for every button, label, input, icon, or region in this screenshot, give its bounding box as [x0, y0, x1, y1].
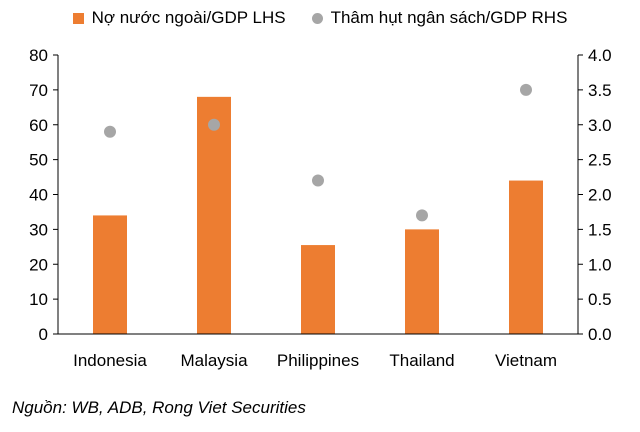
right-tick-label: 3.0 [588, 116, 612, 135]
bar-indonesia [93, 215, 127, 334]
dot-malaysia [208, 118, 220, 131]
left-tick-label: 10 [29, 290, 48, 309]
right-tick-label: 1.5 [588, 220, 612, 239]
legend-item-dot-series: Thâm hụt ngân sách/GDP RHS [311, 8, 568, 28]
left-tick-label: 30 [29, 220, 48, 239]
bar-thailand [405, 229, 439, 334]
left-tick-label: 40 [29, 186, 48, 205]
legend-bar-swatch [72, 12, 84, 24]
right-tick-label: 0.5 [588, 290, 612, 309]
dot-indonesia [104, 125, 116, 138]
left-tick-label: 60 [29, 116, 48, 135]
legend-dot-label: Thâm hụt ngân sách/GDP RHS [330, 8, 568, 27]
dot-vietnam [520, 83, 532, 96]
x-tick-label: Malaysia [180, 351, 248, 370]
legend-bar-label: Nợ nước ngoài/GDP LHS [91, 8, 286, 27]
left-tick-label: 20 [29, 255, 48, 274]
right-tick-label: 2.0 [588, 186, 612, 205]
left-tick-label: 0 [39, 325, 48, 344]
x-tick-label: Vietnam [495, 351, 557, 370]
dot-thailand [416, 209, 428, 222]
x-tick-label: Philippines [277, 351, 359, 370]
right-tick-label: 0.0 [588, 325, 612, 344]
left-tick-label: 70 [29, 81, 48, 100]
right-tick-label: 1.0 [588, 255, 612, 274]
right-tick-label: 4.0 [588, 46, 612, 65]
bar-vietnam [509, 180, 543, 334]
right-tick-label: 3.5 [588, 81, 612, 100]
x-tick-label: Indonesia [73, 351, 147, 370]
legend: Nợ nước ngoài/GDP LHS Thâm hụt ngân sách… [0, 8, 640, 28]
bar-malaysia [197, 96, 231, 334]
source-note: Nguồn: WB, ADB, Rong Viet Securities [12, 398, 306, 417]
left-tick-label: 50 [29, 151, 48, 170]
dot-philippines [312, 174, 324, 187]
legend-item-bar-series: Nợ nước ngoài/GDP LHS [72, 8, 286, 28]
x-tick-label: Thailand [389, 351, 454, 370]
bar-philippines [301, 245, 335, 334]
right-tick-label: 2.5 [588, 151, 612, 170]
left-tick-label: 80 [29, 46, 48, 65]
legend-dot-swatch [311, 12, 323, 24]
